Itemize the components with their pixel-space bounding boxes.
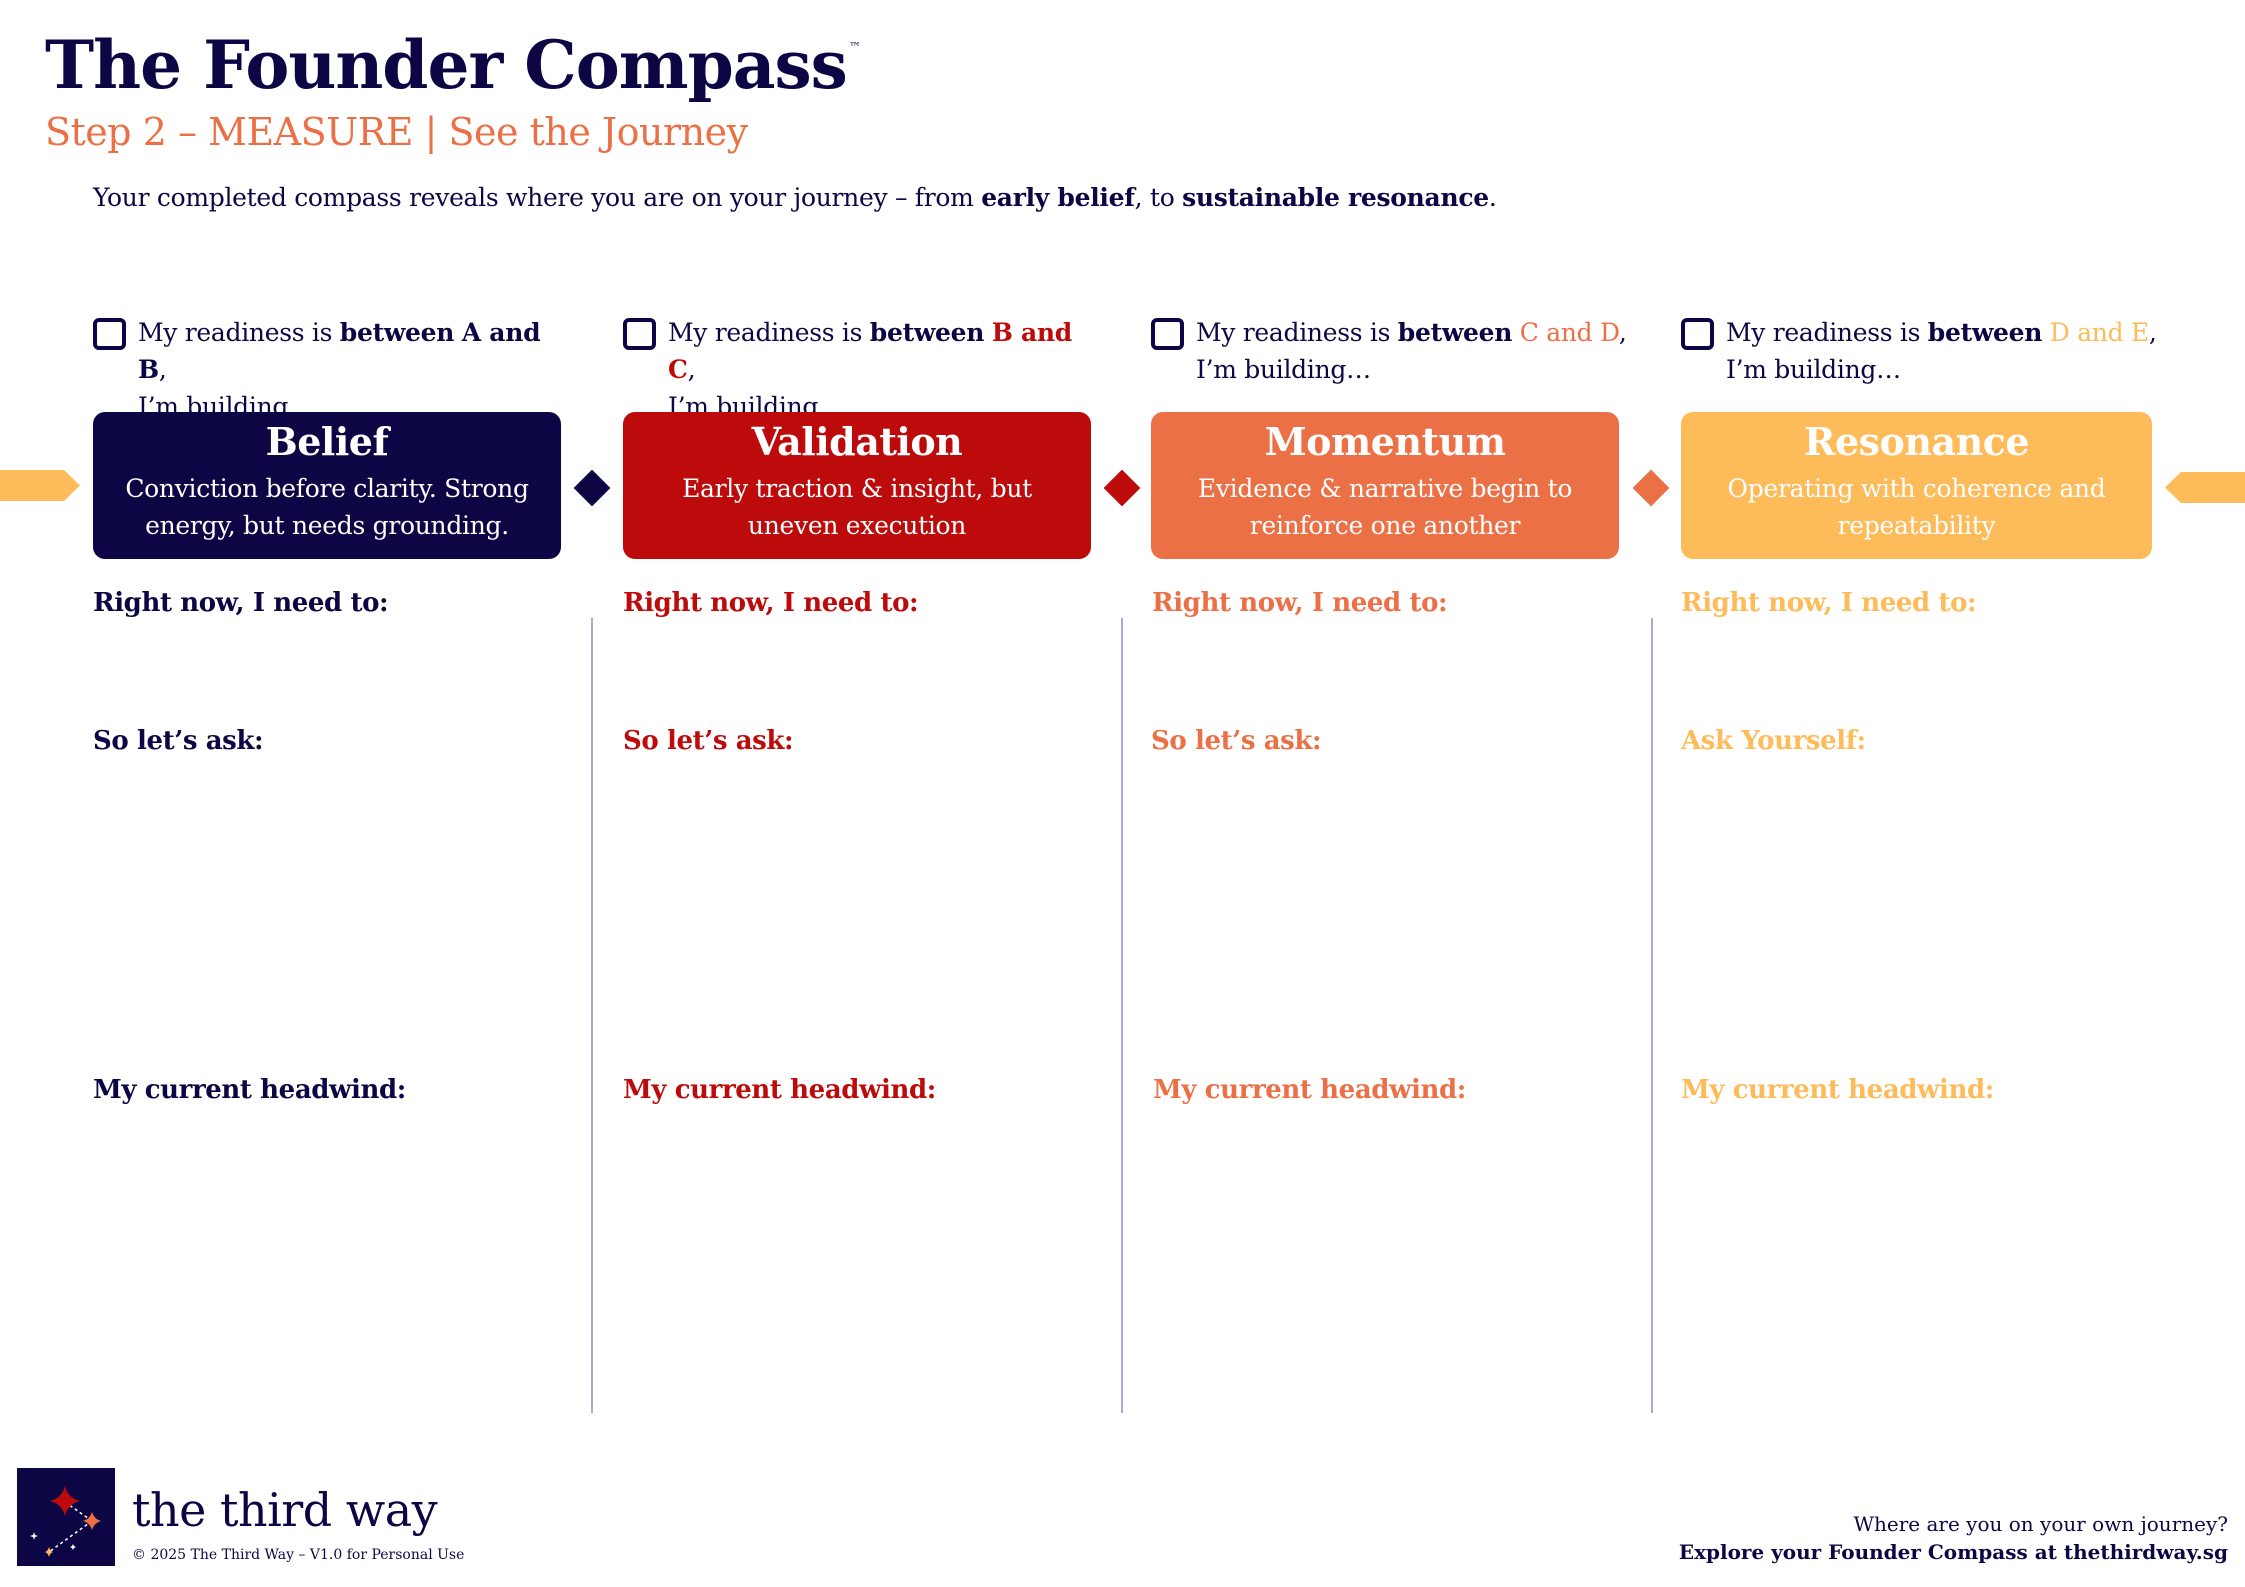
copyright-text: © 2025 The Third Way – V1.0 for Personal… bbox=[132, 1547, 465, 1563]
readiness-post: , bbox=[2148, 318, 2157, 347]
readiness-range: A and B bbox=[138, 318, 541, 384]
intro-early-belief: early belief bbox=[981, 183, 1135, 212]
stage-description: Early traction & insight, but uneven exe… bbox=[682, 474, 1032, 540]
column-divider bbox=[591, 618, 593, 1413]
readiness-between: between bbox=[869, 318, 985, 347]
stage-card-resonance: Resonance Operating with coherence and r… bbox=[1681, 412, 2152, 559]
readiness-option-momentum[interactable]: My readiness is between C and D, I’m bui… bbox=[1151, 314, 1631, 388]
readiness-post: , bbox=[1618, 318, 1627, 347]
readiness-between: between bbox=[1927, 318, 2043, 347]
stage-card-validation: Validation Early traction & insight, but… bbox=[623, 412, 1091, 559]
intro-mid: , to bbox=[1134, 183, 1183, 212]
headwind-input-validation[interactable] bbox=[623, 1118, 1103, 1408]
label-ask-yourself-resonance: Ask Yourself: bbox=[1681, 726, 1866, 756]
stage-title: Momentum bbox=[1264, 419, 1506, 464]
stage-title: Belief bbox=[265, 419, 389, 464]
diamond-separator-icon bbox=[1103, 469, 1141, 507]
stage-description: Conviction before clarity. Strong energy… bbox=[125, 474, 529, 540]
readiness-post: , bbox=[687, 355, 696, 384]
ask-input-belief[interactable] bbox=[93, 768, 573, 1068]
readiness-option-belief[interactable]: My readiness is between A and B, I’m bui… bbox=[93, 314, 573, 425]
right-now-input-belief[interactable] bbox=[93, 630, 573, 720]
diamond-separator-icon bbox=[1632, 469, 1670, 507]
column-divider bbox=[1651, 618, 1653, 1413]
right-now-input-validation[interactable] bbox=[623, 630, 1103, 720]
footer-question: Where are you on your own journey? bbox=[1853, 1512, 2228, 1536]
readiness-pre: My readiness is bbox=[1726, 318, 1928, 347]
readiness-range: D and E bbox=[2049, 318, 2149, 347]
the-third-way-logo-icon bbox=[17, 1468, 115, 1566]
readiness-checkbox-de[interactable] bbox=[1681, 318, 1714, 350]
stage-title: Validation bbox=[751, 419, 963, 464]
readiness-building: I’m building… bbox=[1726, 355, 1901, 384]
right-now-input-resonance[interactable] bbox=[1681, 630, 2161, 720]
constellation-icon bbox=[30, 1486, 101, 1557]
trademark-mark: ™ bbox=[848, 40, 861, 54]
readiness-pre: My readiness is bbox=[1196, 318, 1398, 347]
label-right-now-belief: Right now, I need to: bbox=[93, 588, 389, 618]
readiness-checkbox-ab[interactable] bbox=[93, 318, 126, 350]
readiness-pre: My readiness is bbox=[138, 318, 340, 347]
readiness-label-bc: My readiness is between B and C, I’m bui… bbox=[668, 314, 1103, 425]
journey-arrow-right-icon bbox=[2165, 472, 2245, 503]
readiness-post: , bbox=[158, 355, 167, 384]
stage-title: Resonance bbox=[1803, 419, 2030, 464]
label-right-now-momentum: Right now, I need to: bbox=[1152, 588, 1448, 618]
readiness-between: between bbox=[339, 318, 455, 347]
ask-input-validation[interactable] bbox=[623, 768, 1103, 1068]
readiness-range: C and D bbox=[1519, 318, 1619, 347]
label-headwind-belief: My current headwind: bbox=[93, 1075, 406, 1105]
label-ask-belief: So let’s ask: bbox=[93, 726, 264, 756]
intro-pre: Your completed compass reveals where you… bbox=[93, 183, 982, 212]
footer-website-link[interactable]: Explore your Founder Compass at thethird… bbox=[1678, 1540, 2228, 1564]
stage-description: Operating with coherence and repeatabili… bbox=[1727, 474, 2106, 540]
intro-sustainable-resonance: sustainable resonance bbox=[1182, 183, 1489, 212]
stage-card-belief: Belief Conviction before clarity. Strong… bbox=[93, 412, 561, 559]
headwind-input-belief[interactable] bbox=[93, 1118, 573, 1408]
ask-input-resonance[interactable] bbox=[1681, 768, 2161, 1068]
readiness-building: I’m building… bbox=[1196, 355, 1371, 384]
readiness-pre: My readiness is bbox=[668, 318, 870, 347]
brand-name: the third way bbox=[132, 1483, 438, 1537]
intro-text: Your completed compass reveals where you… bbox=[93, 183, 1497, 212]
stage-card-momentum: Momentum Evidence & narrative begin to r… bbox=[1151, 412, 1619, 559]
stage-description: Evidence & narrative begin to reinforce … bbox=[1197, 474, 1573, 540]
intro-post: . bbox=[1488, 183, 1497, 212]
readiness-label-de: My readiness is between D and E, I’m bui… bbox=[1726, 314, 2157, 388]
page-subtitle: Step 2 – MEASURE | See the Journey bbox=[45, 110, 748, 154]
readiness-between: between bbox=[1397, 318, 1513, 347]
readiness-label-cd: My readiness is between C and D, I’m bui… bbox=[1196, 314, 1627, 388]
readiness-checkbox-cd[interactable] bbox=[1151, 318, 1184, 350]
readiness-label-ab: My readiness is between A and B, I’m bui… bbox=[138, 314, 573, 425]
right-now-input-momentum[interactable] bbox=[1152, 630, 1632, 720]
ask-input-momentum[interactable] bbox=[1151, 768, 1631, 1068]
label-right-now-validation: Right now, I need to: bbox=[623, 588, 919, 618]
journey-arrow-left-icon bbox=[0, 470, 80, 501]
headwind-input-momentum[interactable] bbox=[1153, 1118, 1633, 1408]
diamond-separator-icon bbox=[573, 469, 611, 507]
readiness-range: B and C bbox=[668, 318, 1072, 384]
label-headwind-momentum: My current headwind: bbox=[1153, 1075, 1466, 1105]
label-right-now-resonance: Right now, I need to: bbox=[1681, 588, 1977, 618]
readiness-checkbox-bc[interactable] bbox=[623, 318, 656, 350]
label-headwind-validation: My current headwind: bbox=[623, 1075, 936, 1105]
readiness-option-resonance[interactable]: My readiness is between D and E, I’m bui… bbox=[1681, 314, 2161, 388]
headwind-input-resonance[interactable] bbox=[1681, 1118, 2161, 1408]
column-divider bbox=[1121, 618, 1123, 1413]
page-title-text: The Founder Compass bbox=[45, 26, 848, 104]
label-ask-validation: So let’s ask: bbox=[623, 726, 794, 756]
page-title: The Founder Compass ™ bbox=[45, 26, 861, 104]
label-headwind-resonance: My current headwind: bbox=[1681, 1075, 1994, 1105]
readiness-option-validation[interactable]: My readiness is between B and C, I’m bui… bbox=[623, 314, 1103, 425]
label-ask-momentum: So let’s ask: bbox=[1151, 726, 1322, 756]
